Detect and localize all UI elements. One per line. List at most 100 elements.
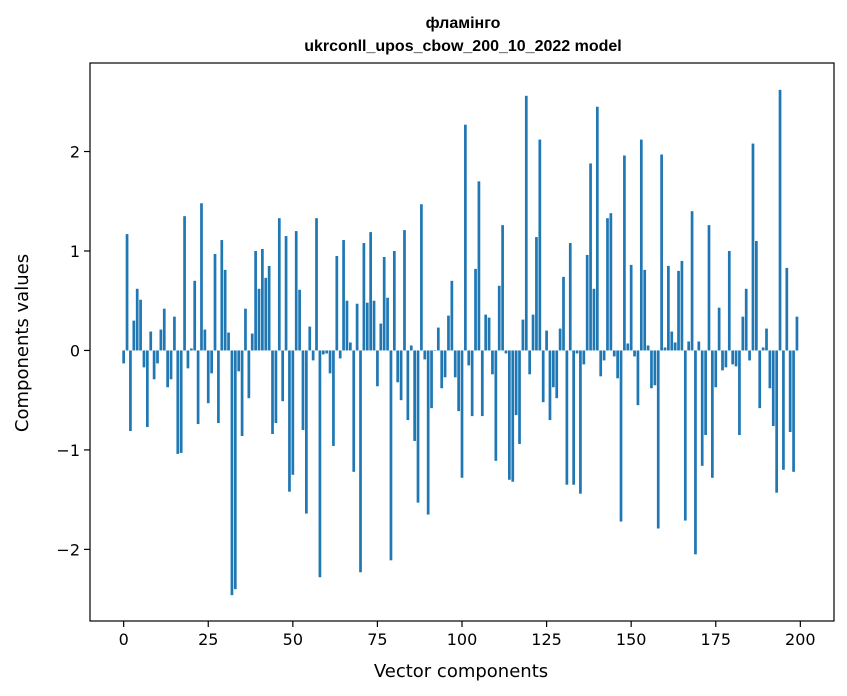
bar-21 (193, 280, 197, 351)
bar-177 (721, 350, 724, 371)
bar-171 (700, 350, 704, 466)
bar-80 (392, 250, 396, 351)
bar-124 (541, 350, 545, 403)
bar-179 (727, 250, 731, 351)
bar-112 (501, 225, 504, 351)
bar-42 (264, 277, 268, 351)
bar-154 (643, 269, 647, 351)
bar-198 (792, 350, 795, 472)
bar-78 (386, 297, 389, 351)
bar-161 (667, 265, 670, 351)
bar-41 (261, 249, 264, 351)
bar-110 (494, 350, 498, 461)
y-tick-label: −1 (56, 441, 80, 460)
bar-144 (609, 213, 613, 351)
bar-72 (365, 302, 369, 351)
bar-140 (595, 106, 599, 351)
y-tick-label: −2 (56, 540, 80, 559)
bar-64 (338, 350, 342, 359)
bar-38 (250, 333, 254, 351)
bar-14 (169, 350, 173, 380)
bar-28 (217, 350, 220, 424)
bar-88 (420, 204, 423, 351)
bar-95 (443, 350, 447, 378)
chart-title-line-1: фламінго (426, 15, 501, 32)
chart-title-line-2: ukrconll_upos_cbow_200_10_2022 model (304, 38, 621, 55)
bar-147 (619, 350, 623, 522)
bar-57 (315, 218, 318, 351)
bar-67 (349, 342, 352, 351)
bar-193 (775, 350, 779, 493)
bar-10 (156, 350, 159, 364)
bar-0 (122, 350, 126, 364)
bar-73 (369, 232, 373, 351)
bar-156 (650, 350, 653, 389)
bar-40 (257, 288, 261, 351)
bar-168 (690, 211, 694, 351)
bar-183 (741, 316, 745, 351)
bar-6 (142, 350, 146, 368)
bar-152 (636, 350, 640, 406)
bar-191 (768, 350, 772, 389)
bar-174 (711, 350, 714, 478)
x-tick-label: 150 (616, 630, 647, 649)
bar-36 (244, 308, 247, 351)
bar-18 (183, 216, 186, 351)
bar-145 (612, 350, 616, 357)
bar-27 (213, 253, 217, 351)
bar-7 (145, 350, 149, 428)
bar-56 (311, 350, 315, 361)
bar-4 (135, 288, 139, 351)
bar-59 (321, 350, 325, 355)
bar-139 (592, 288, 596, 351)
bar-116 (514, 350, 518, 416)
x-tick-label: 75 (367, 630, 387, 649)
bar-83 (403, 230, 406, 351)
bar-117 (518, 350, 521, 444)
x-axis-ticks: 0 25 50 75 100 125 150 175 200 (119, 621, 816, 649)
bar-93 (436, 327, 440, 351)
bar-97 (450, 280, 454, 351)
x-tick-label: 0 (119, 630, 129, 649)
bar-141 (599, 350, 603, 377)
y-axis-ticks: −2 −1 0 1 2 (56, 143, 90, 559)
x-tick-label: 50 (283, 630, 303, 649)
bar-109 (491, 350, 494, 375)
bar-12 (162, 308, 166, 351)
bar-74 (372, 300, 376, 351)
bar-131 (565, 350, 569, 485)
bar-62 (332, 350, 335, 446)
bar-197 (788, 350, 792, 433)
bar-158 (656, 350, 660, 529)
bar-166 (683, 350, 687, 521)
bar-70 (359, 350, 362, 573)
bar-181 (734, 350, 738, 367)
bar-167 (687, 341, 691, 351)
bar-82 (399, 350, 403, 401)
bar-87 (416, 350, 420, 503)
bar-100 (460, 350, 464, 478)
bar-162 (670, 331, 674, 351)
bar-107 (484, 314, 488, 351)
bars-group (122, 89, 799, 596)
bar-121 (531, 314, 535, 351)
bar-69 (355, 303, 359, 351)
bar-178 (724, 350, 728, 368)
bar-85 (409, 345, 413, 351)
bar-108 (487, 317, 491, 351)
bar-159 (660, 154, 663, 351)
bar-130 (562, 276, 565, 351)
bar-26 (210, 350, 213, 374)
bar-17 (179, 350, 183, 453)
bar-182 (738, 350, 741, 435)
bar-86 (413, 350, 416, 441)
bar-194 (778, 89, 782, 351)
x-tick-label: 25 (198, 630, 218, 649)
bar-11 (159, 329, 163, 351)
bar-176 (717, 307, 721, 351)
bar-60 (325, 350, 329, 354)
bar-138 (589, 163, 592, 351)
bar-106 (480, 350, 484, 417)
bar-187 (755, 241, 758, 351)
bar-102 (467, 350, 471, 366)
